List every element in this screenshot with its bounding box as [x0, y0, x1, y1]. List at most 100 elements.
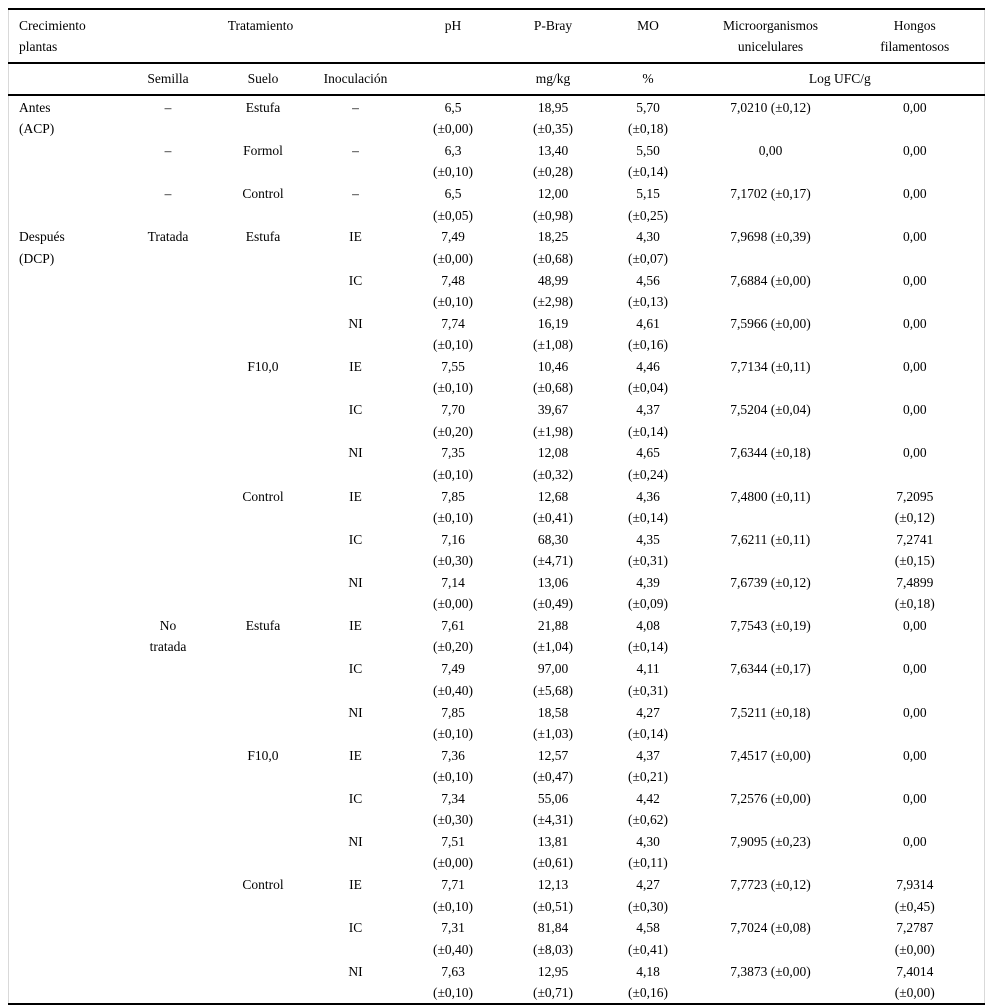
cell-ph: 7,63 (±0,10)	[433, 963, 474, 1000]
cell-inoculacion: IC	[348, 272, 363, 288]
cell-semilla	[121, 960, 216, 1004]
cell-mo: 4,37 (±0,14)	[628, 402, 669, 439]
cell-hongos: 7,2095 (±0,12)	[894, 488, 935, 525]
table-row: NI 7,35 (±0,10) 12,08 (±0,32) 4,65 (±0,2…	[9, 442, 985, 485]
cell-suelo	[216, 658, 311, 701]
table-row: NI 7,51 (±0,00) 13,81 (±0,61) 4,30 (±0,1…	[9, 830, 985, 873]
cell-mo: 4,61 (±0,16)	[628, 315, 669, 353]
cell-pbray: 12,08 (±0,32)	[533, 445, 574, 482]
header-row-groups: Crecimiento plantas Tratamiento pH P-Bra…	[8, 9, 985, 64]
cell-pbray: 18,58 (±1,03)	[533, 704, 574, 741]
cell-suelo: F10,0	[247, 359, 279, 375]
cell-semilla	[121, 830, 216, 873]
cell-ph: 6,5 (±0,00)	[433, 99, 474, 137]
cell-ph: 7,34 (±0,30)	[433, 790, 474, 828]
cell-pbray: 12,00 (±0,98)	[533, 186, 574, 223]
cell-microorganismos: 0,00	[758, 143, 783, 159]
header-pbray-unit: mg/kg	[505, 63, 601, 97]
cell-inoculacion: –	[352, 186, 359, 202]
cell-inoculacion: IC	[348, 531, 363, 547]
cell-suelo	[216, 528, 311, 571]
cell-hongos: 0,00	[902, 747, 927, 763]
cell-hongos: 0,00	[902, 186, 927, 202]
cell-crecimiento	[9, 355, 121, 398]
cell-mo: 4,36 (±0,14)	[628, 488, 669, 525]
cell-inoculacion: IE	[349, 229, 362, 245]
cell-pbray: 13,40 (±0,28)	[533, 143, 574, 180]
cell-ph: 6,3 (±0,10)	[433, 143, 474, 180]
cell-crecimiento	[9, 442, 121, 485]
table-row: IC 7,48 (±0,10) 48,99 (±2,98) 4,56 (±0,1…	[9, 269, 985, 312]
cell-pbray: 55,06 (±4,31)	[533, 790, 574, 828]
cell-inoculacion: IE	[349, 618, 362, 634]
cell-microorganismos: 7,5966 (±0,00)	[730, 315, 811, 331]
cell-semilla	[121, 485, 216, 528]
cell-microorganismos: 7,2576 (±0,00)	[730, 790, 811, 806]
table-row: F10,0 IE 7,36 (±0,10) 12,57 (±0,47) 4,37…	[9, 744, 985, 787]
cell-suelo: Control	[242, 488, 284, 504]
cell-mo: 4,30 (±0,07)	[628, 229, 669, 266]
cell-microorganismos: 7,7134 (±0,11)	[730, 359, 811, 375]
cell-hongos: 0,00	[902, 704, 927, 720]
cell-crecimiento	[9, 269, 121, 312]
cell-microorganismos: 7,4517 (±0,00)	[730, 747, 811, 763]
cell-mo: 4,46 (±0,04)	[628, 359, 669, 396]
cell-pbray: 16,19 (±1,08)	[533, 315, 574, 353]
table-body: Antes (ACP) – Estufa – 6,5 (±0,00) 18,95…	[9, 95, 985, 1004]
cell-semilla	[121, 701, 216, 744]
cell-inoculacion: IC	[348, 402, 363, 418]
cell-pbray: 48,99 (±2,98)	[533, 272, 574, 309]
table-row: IC 7,70 (±0,20) 39,67 (±1,98) 4,37 (±0,1…	[9, 399, 985, 442]
cell-semilla: No tratada	[149, 618, 187, 655]
cell-pbray: 21,88 (±1,04)	[533, 618, 574, 655]
cell-semilla	[121, 744, 216, 787]
cell-crecimiento	[9, 312, 121, 355]
cell-ph: 7,36 (±0,10)	[433, 747, 474, 784]
cell-mo: 4,18 (±0,16)	[628, 963, 669, 1000]
cell-crecimiento	[9, 701, 121, 744]
cell-crecimiento	[9, 399, 121, 442]
table-row: – Control – 6,5 (±0,05) 12,00 (±0,98) 5,…	[9, 183, 985, 226]
table-row: IC 7,34 (±0,30) 55,06 (±4,31) 4,42 (±0,6…	[9, 787, 985, 830]
cell-crecimiento	[9, 485, 121, 528]
cell-mo: 4,39 (±0,09)	[628, 574, 669, 612]
header-semilla: Semilla	[120, 63, 216, 97]
cell-microorganismos: 7,6344 (±0,17)	[730, 661, 811, 677]
cell-semilla	[121, 917, 216, 960]
cell-suelo	[216, 830, 311, 873]
cell-crecimiento	[9, 528, 121, 571]
cell-hongos: 0,00	[902, 272, 927, 288]
cell-ph: 6,5 (±0,05)	[433, 186, 474, 223]
cell-suelo	[216, 269, 311, 312]
cell-hongos: 0,00	[902, 99, 927, 115]
cell-crecimiento: Antes (ACP)	[19, 99, 55, 137]
cell-microorganismos: 7,4800 (±0,11)	[730, 488, 811, 504]
cell-inoculacion: NI	[348, 315, 363, 331]
cell-microorganismos: 7,9698 (±0,39)	[730, 229, 811, 245]
table-row: No tratada Estufa IE 7,61 (±0,20) 21,88 …	[9, 615, 985, 658]
cell-mo: 5,70 (±0,18)	[628, 99, 669, 137]
table-row: Control IE 7,71 (±0,10) 12,13 (±0,51) 4,…	[9, 874, 985, 917]
cell-suelo: Control	[242, 877, 284, 893]
cell-suelo	[216, 399, 311, 442]
cell-hongos: 0,00	[902, 143, 927, 159]
table-row: IC 7,31 (±0,40) 81,84 (±8,03) 4,58 (±0,4…	[9, 917, 985, 960]
cell-inoculacion: NI	[348, 963, 363, 979]
cell-ph: 7,55 (±0,10)	[433, 359, 474, 396]
cell-ph: 7,48 (±0,10)	[433, 272, 474, 309]
table-row: IC 7,49 (±0,40) 97,00 (±5,68) 4,11 (±0,3…	[9, 658, 985, 701]
cell-crecimiento	[9, 960, 121, 1004]
cell-crecimiento	[9, 571, 121, 614]
cell-pbray: 12,13 (±0,51)	[533, 877, 574, 914]
cell-microorganismos: 7,6344 (±0,18)	[730, 445, 811, 461]
table-row: Antes (ACP) – Estufa – 6,5 (±0,00) 18,95…	[9, 95, 985, 139]
cell-semilla: –	[164, 99, 172, 115]
cell-suelo: Estufa	[245, 229, 281, 245]
cell-pbray: 97,00 (±5,68)	[533, 661, 574, 698]
table-row: NI 7,85 (±0,10) 18,58 (±1,03) 4,27 (±0,1…	[9, 701, 985, 744]
cell-microorganismos: 7,6884 (±0,00)	[730, 272, 811, 288]
cell-mo: 4,35 (±0,31)	[628, 531, 669, 569]
cell-mo: 5,15 (±0,25)	[628, 186, 669, 223]
cell-inoculacion: NI	[348, 445, 363, 461]
cell-suelo: Control	[242, 186, 284, 202]
